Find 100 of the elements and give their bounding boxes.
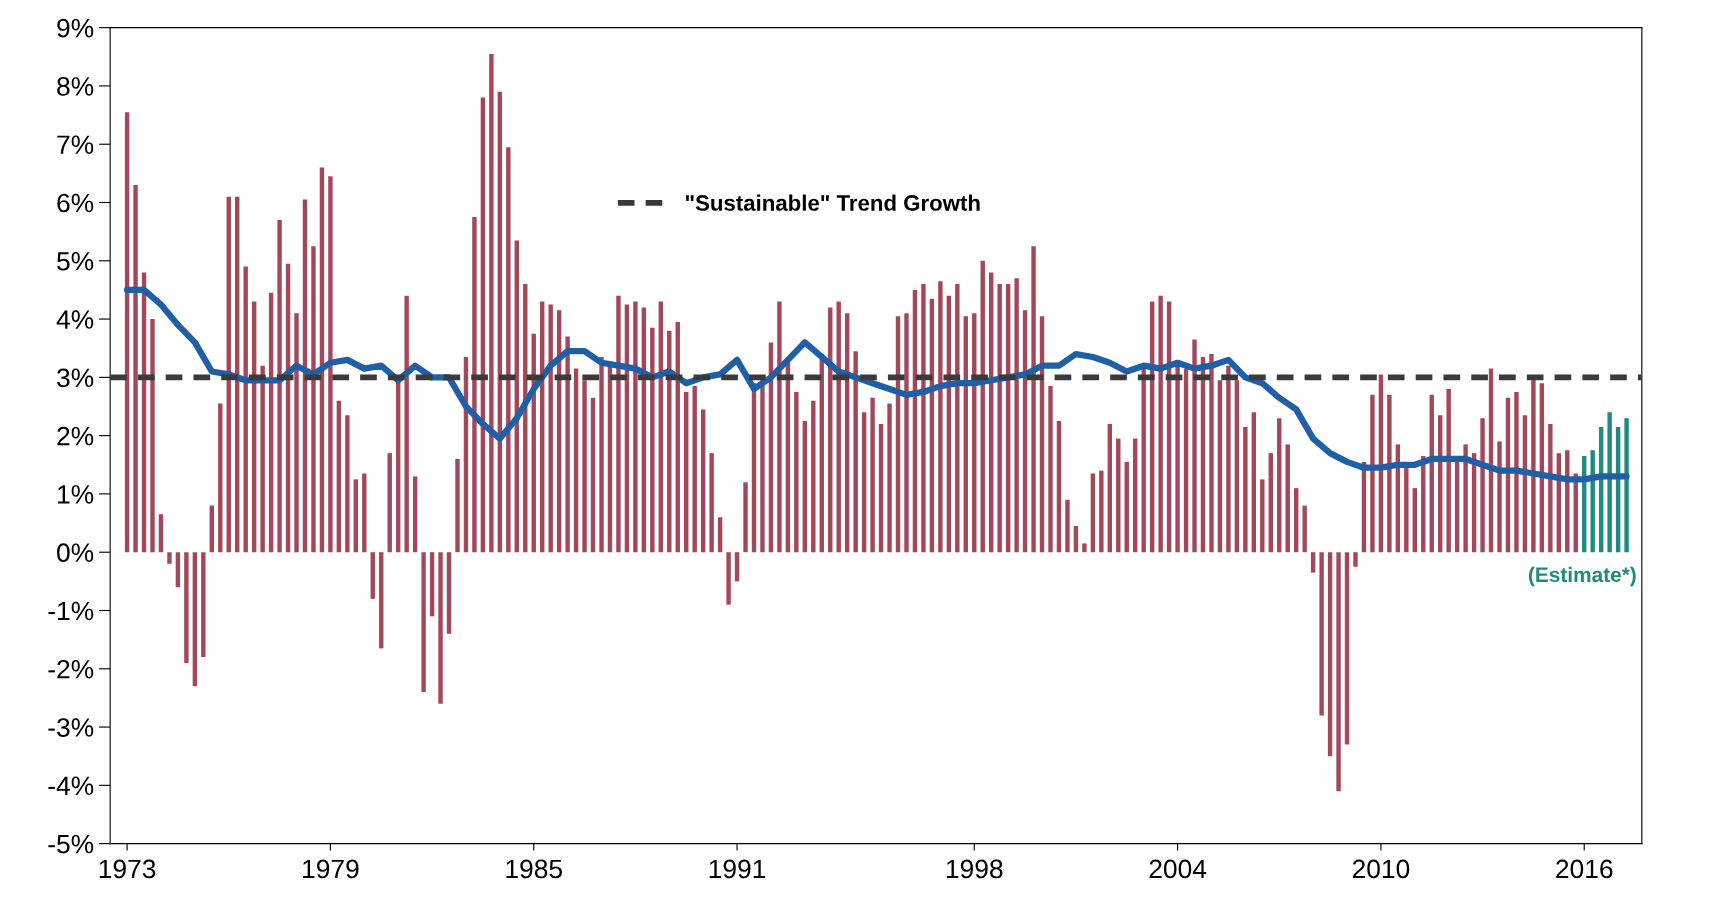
bar	[955, 284, 960, 553]
bar	[1277, 418, 1282, 553]
bar	[1607, 412, 1612, 553]
bar	[506, 147, 511, 553]
y-tick-label: 1%	[58, 485, 94, 504]
legend-label: "Sustainable" Trend Growth	[686, 194, 980, 211]
bar	[709, 453, 714, 553]
y-tick-label: 2%	[57, 426, 94, 446]
bar	[379, 552, 384, 649]
bar	[599, 356, 604, 553]
bar	[650, 327, 655, 553]
bar	[1548, 423, 1553, 553]
bar	[370, 552, 375, 599]
bar	[243, 266, 248, 553]
y-tick-label: -2%	[48, 659, 94, 679]
y-tick-label: 5%	[57, 252, 94, 271]
bar	[633, 301, 638, 553]
bar	[260, 365, 265, 553]
bar	[421, 552, 426, 693]
bar	[1234, 380, 1240, 553]
bar	[590, 397, 596, 553]
bar	[438, 552, 443, 704]
bar	[1031, 246, 1036, 553]
bar	[1412, 488, 1417, 553]
bar	[1158, 295, 1163, 553]
y-tick-label: 3%	[57, 368, 94, 388]
bar	[1344, 552, 1350, 745]
bar	[1531, 377, 1536, 553]
bar	[1319, 552, 1324, 716]
x-tick-label: 1998	[946, 859, 1003, 879]
bar	[904, 313, 909, 553]
bar	[1310, 552, 1316, 573]
bar	[1082, 543, 1087, 553]
bar	[573, 368, 579, 553]
bar	[717, 517, 723, 553]
bar	[548, 304, 553, 553]
bar	[472, 217, 477, 553]
y-tick-label: 4%	[56, 310, 94, 329]
bar	[565, 336, 570, 553]
series-label: (Estimate*)	[1528, 566, 1636, 587]
bar	[1285, 444, 1290, 553]
bar	[1065, 499, 1070, 553]
bar	[1260, 479, 1265, 553]
x-tick-label: 1991	[709, 859, 766, 879]
y-tick-label: -1%	[48, 601, 94, 621]
y-tick-label: -3%	[48, 718, 94, 737]
x-tick-label: 1979	[303, 859, 359, 879]
bar	[201, 552, 206, 658]
bar	[692, 386, 697, 553]
bar	[429, 552, 435, 617]
bar	[1217, 380, 1223, 553]
bar	[582, 380, 587, 553]
bar	[870, 397, 875, 553]
bar	[1327, 552, 1333, 757]
bar	[1209, 354, 1214, 553]
bar	[1446, 389, 1451, 553]
bar	[861, 412, 867, 553]
bar	[1116, 438, 1121, 553]
bar	[218, 403, 223, 553]
bar	[345, 415, 350, 553]
bar	[353, 479, 359, 553]
bar	[938, 281, 943, 553]
bar	[184, 552, 189, 663]
bar	[167, 552, 172, 564]
bar	[878, 423, 884, 553]
bar	[1099, 470, 1104, 553]
bar	[794, 391, 799, 553]
bar	[489, 53, 494, 553]
bar	[1243, 426, 1248, 553]
bar	[734, 552, 740, 582]
bar	[1497, 441, 1502, 553]
x-tick-label: 2016	[1556, 859, 1613, 879]
bar	[328, 176, 333, 553]
bar	[1336, 552, 1341, 792]
bar	[1463, 444, 1468, 553]
bar	[133, 185, 138, 553]
bar	[1293, 488, 1299, 553]
bar	[887, 403, 892, 553]
bar	[1124, 461, 1129, 553]
bar	[1183, 368, 1189, 553]
x-tick-label: 2004	[1149, 859, 1207, 879]
bar	[684, 391, 689, 553]
bar	[1251, 412, 1257, 553]
y-tick-label: 9%	[57, 18, 94, 38]
bar	[700, 409, 706, 553]
bar	[294, 313, 299, 553]
bar	[1514, 391, 1519, 553]
bar	[616, 295, 621, 553]
bar	[209, 505, 215, 553]
y-tick-label: -5%	[48, 834, 94, 854]
bar	[412, 476, 418, 553]
bar	[1624, 418, 1629, 553]
bar	[802, 421, 808, 553]
x-tick-label: 2010	[1352, 859, 1410, 879]
bar	[1014, 278, 1019, 553]
y-tick-label: 6%	[57, 193, 94, 213]
bar	[1090, 473, 1096, 553]
bar	[777, 301, 782, 553]
bar	[1480, 418, 1485, 553]
bar	[1387, 394, 1392, 553]
